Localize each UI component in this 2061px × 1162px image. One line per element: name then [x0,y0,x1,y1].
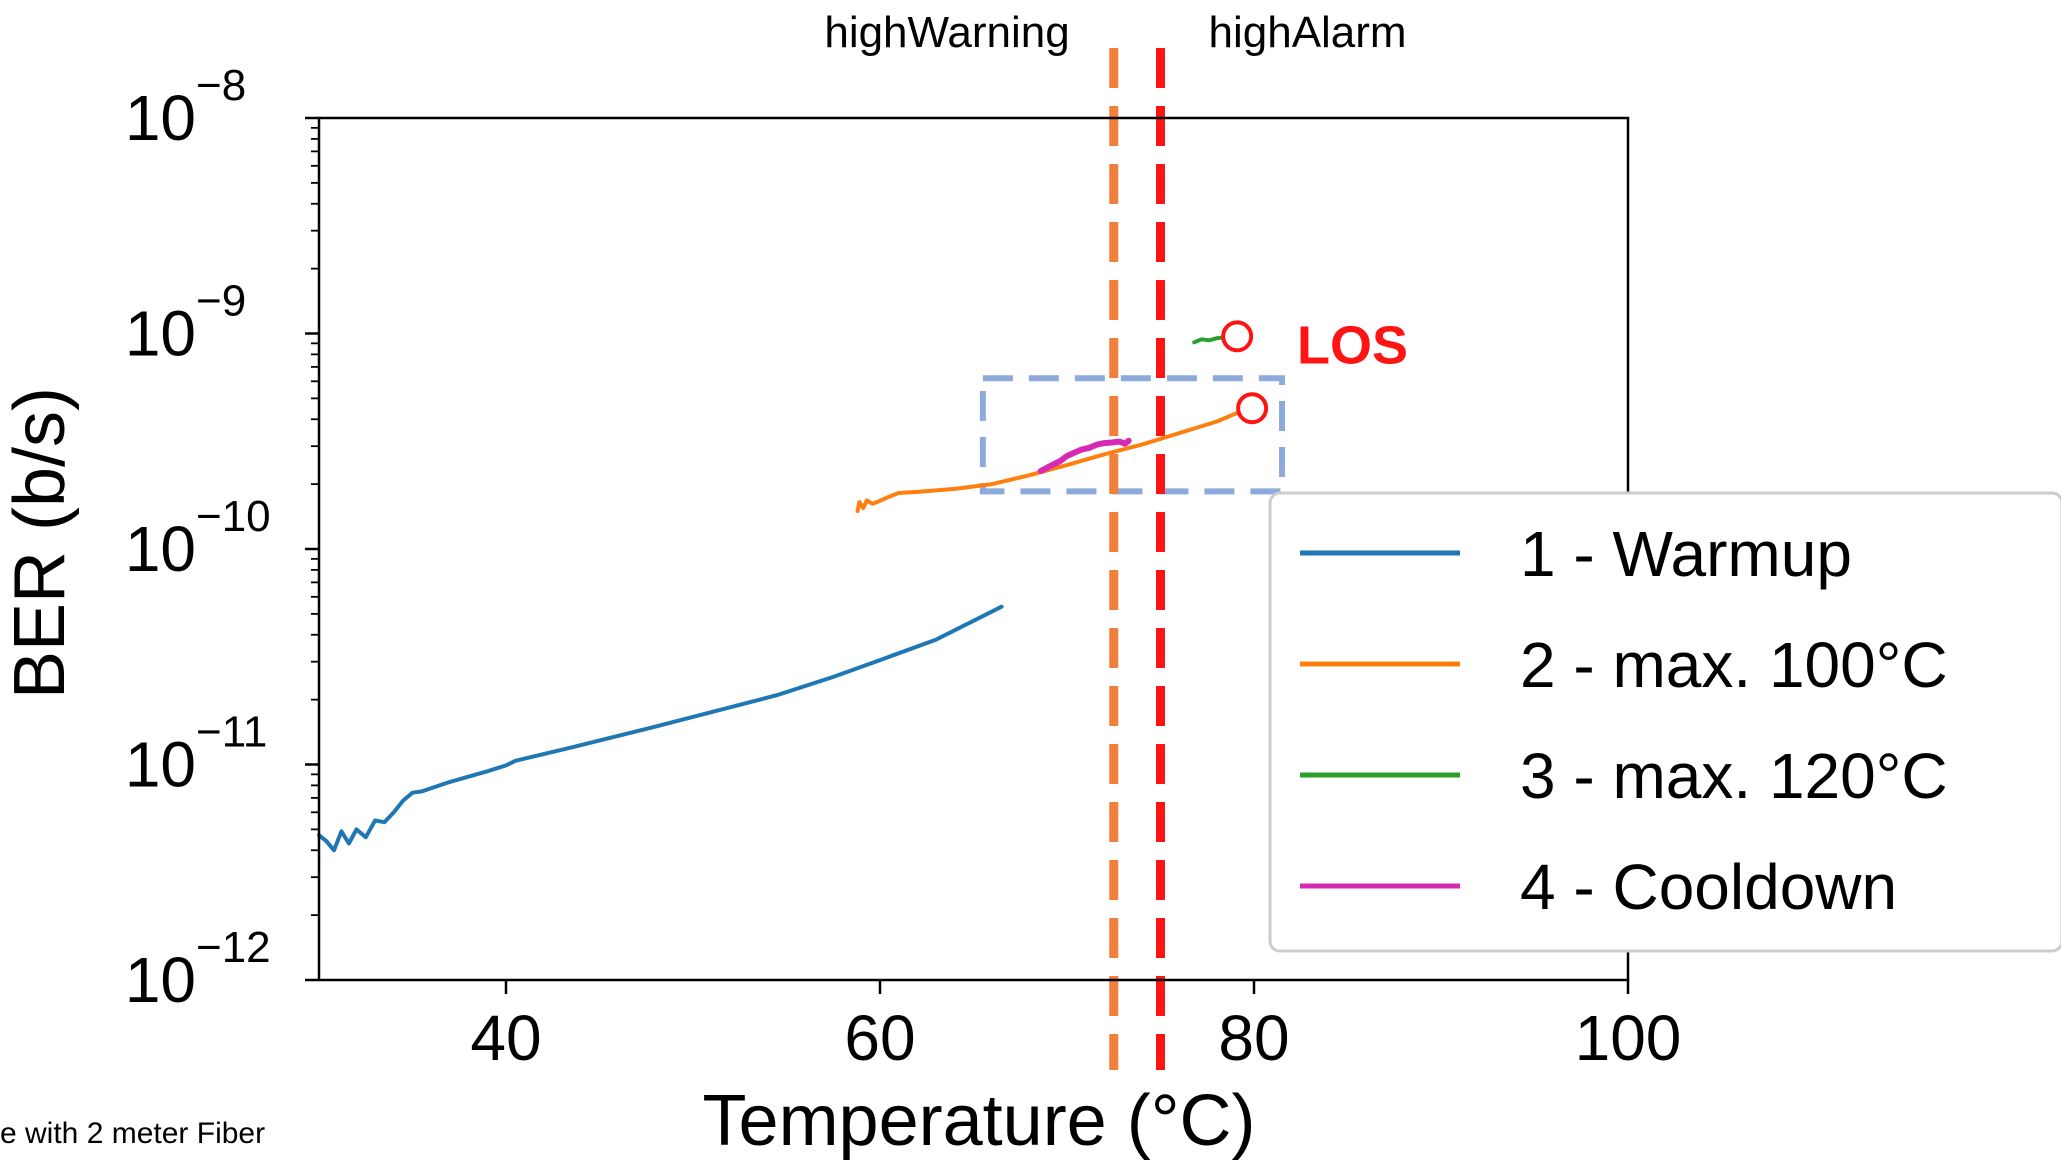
x-tick-label-80: 80 [1218,1002,1289,1074]
series-layer [317,334,1251,853]
legend-label-series-3: 3 - max. 120°C [1520,740,1948,812]
x-axis-label: Temperature (°C) [703,1081,1256,1161]
x-axis: 40 60 80 100 [470,980,1681,1074]
y-tick-label-exponent-1: −11 [196,708,267,757]
legend-items: 1 - Warmup 2 - max. 100°C 3 - max. 120°C 4 … [1300,518,1948,923]
los-markers-layer [1221,320,1269,425]
y-tick-label-exponent-0: −12 [196,923,271,972]
highlight-box-layer [979,375,1286,495]
highlight-box [979,375,1286,495]
threshold-label-highalarm: highAlarm [1209,8,1407,57]
series-line-4 [1037,437,1132,474]
y-tick-label-base-2: 10 [125,513,196,585]
los-marker-2 [1236,392,1269,425]
legend-label-series-1: 1 - Warmup [1520,518,1852,590]
y-tick-label-base-4: 10 [125,82,196,154]
legend: 1 - Warmup 2 - max. 100°C 3 - max. 120°C 4 … [1268,491,2061,953]
los-marker-1 [1221,320,1254,353]
figure-caption: e with 2 meter Fiber [0,1117,265,1150]
legend-box [1268,491,2061,953]
threshold-label-highwarning: highWarning [824,8,1069,57]
legend-label-series-4: 4 - Cooldown [1520,851,1897,923]
threshold-lines-layer: highWarning highAlarm [824,8,1407,1070]
x-tick-label-60: 60 [844,1002,915,1074]
annotations-layer: LOS [1297,315,1408,375]
y-tick-label-base-0: 10 [125,944,196,1016]
y-tick-label-base-3: 10 [125,298,196,370]
y-tick-label-exponent-3: −9 [196,277,246,326]
series-line-1 [317,604,1004,853]
y-tick-label-base-1: 10 [125,729,196,801]
x-tick-label-100: 100 [1575,1002,1682,1074]
series-line-2 [855,406,1251,514]
y-tick-label-exponent-4: −8 [196,61,246,110]
y-axis-label: BER (b/s) [0,387,80,699]
y-tick-label-exponent-2: −10 [196,492,271,541]
x-tick-label-40: 40 [470,1002,541,1074]
annotation-los-label: LOS [1297,315,1408,375]
legend-label-series-2: 2 - max. 100°C [1520,629,1948,701]
